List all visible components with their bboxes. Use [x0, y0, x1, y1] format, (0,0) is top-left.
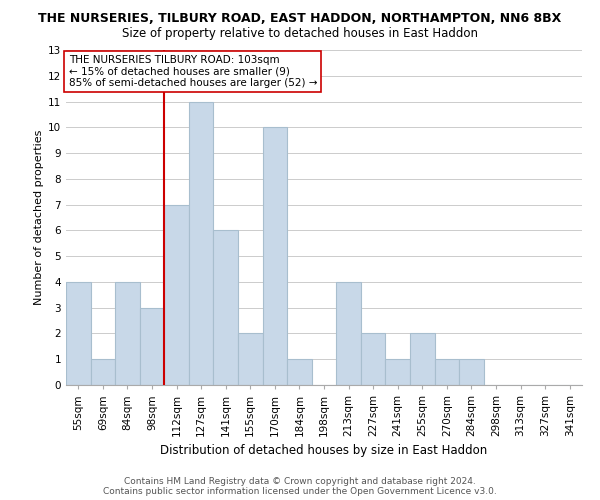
X-axis label: Distribution of detached houses by size in East Haddon: Distribution of detached houses by size … [160, 444, 488, 458]
Bar [263, 128, 287, 385]
Bar [459, 359, 484, 385]
Bar [238, 334, 263, 385]
Bar [287, 359, 312, 385]
Bar [434, 359, 459, 385]
Bar [189, 102, 214, 385]
Bar [410, 334, 434, 385]
Bar [115, 282, 140, 385]
Text: Contains HM Land Registry data © Crown copyright and database right 2024.
Contai: Contains HM Land Registry data © Crown c… [103, 476, 497, 496]
Bar [385, 359, 410, 385]
Bar [66, 282, 91, 385]
Text: THE NURSERIES TILBURY ROAD: 103sqm
← 15% of detached houses are smaller (9)
85% : THE NURSERIES TILBURY ROAD: 103sqm ← 15%… [68, 55, 317, 88]
Bar [91, 359, 115, 385]
Bar [336, 282, 361, 385]
Text: THE NURSERIES, TILBURY ROAD, EAST HADDON, NORTHAMPTON, NN6 8BX: THE NURSERIES, TILBURY ROAD, EAST HADDON… [38, 12, 562, 26]
Bar [164, 204, 189, 385]
Bar [361, 334, 385, 385]
Bar [140, 308, 164, 385]
Text: Size of property relative to detached houses in East Haddon: Size of property relative to detached ho… [122, 28, 478, 40]
Bar [214, 230, 238, 385]
Y-axis label: Number of detached properties: Number of detached properties [34, 130, 44, 305]
